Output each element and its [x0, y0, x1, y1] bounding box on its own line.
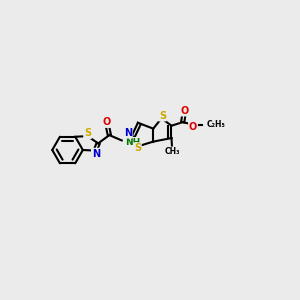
- Text: C₂H₅: C₂H₅: [207, 120, 226, 129]
- Text: NH: NH: [125, 138, 140, 147]
- Text: S: S: [159, 111, 166, 121]
- Text: N: N: [124, 128, 132, 138]
- Text: O: O: [189, 122, 197, 132]
- Text: S: S: [84, 128, 91, 138]
- Text: N: N: [92, 148, 100, 158]
- Text: O: O: [180, 106, 188, 116]
- Text: S: S: [134, 143, 141, 153]
- Text: CH₃: CH₃: [164, 147, 180, 156]
- Text: O: O: [103, 117, 111, 127]
